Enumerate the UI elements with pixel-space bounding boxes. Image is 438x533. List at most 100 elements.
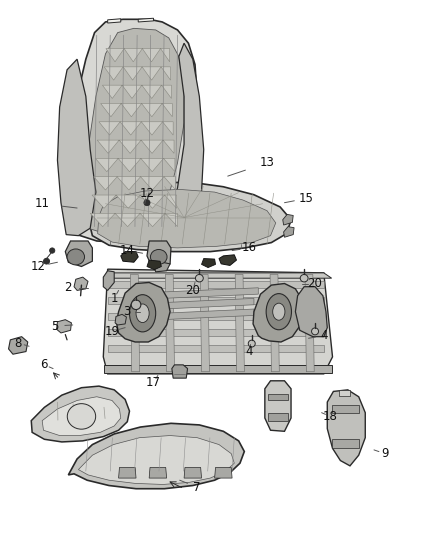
Polygon shape [108, 329, 324, 336]
Ellipse shape [248, 340, 255, 347]
Text: 11: 11 [35, 197, 49, 211]
Ellipse shape [43, 259, 49, 264]
Text: 12: 12 [139, 187, 155, 200]
Polygon shape [42, 397, 121, 435]
Text: 20: 20 [307, 277, 322, 290]
Polygon shape [57, 59, 96, 236]
Polygon shape [215, 467, 232, 478]
Polygon shape [78, 435, 234, 484]
Polygon shape [115, 314, 127, 325]
Polygon shape [101, 103, 172, 117]
Polygon shape [162, 298, 254, 309]
Polygon shape [66, 19, 197, 243]
Polygon shape [65, 241, 92, 266]
Polygon shape [103, 271, 114, 290]
Polygon shape [92, 195, 177, 208]
Polygon shape [119, 467, 136, 478]
Polygon shape [184, 467, 201, 478]
Ellipse shape [150, 249, 167, 264]
Text: 9: 9 [381, 447, 389, 460]
Text: 13: 13 [260, 156, 275, 169]
Text: 17: 17 [146, 376, 161, 389]
Text: 8: 8 [14, 336, 22, 350]
Polygon shape [165, 274, 174, 372]
Polygon shape [153, 262, 170, 272]
Polygon shape [253, 284, 304, 342]
Polygon shape [284, 227, 294, 237]
Text: 12: 12 [30, 260, 45, 273]
Text: 15: 15 [299, 192, 314, 205]
Polygon shape [108, 313, 324, 320]
Polygon shape [265, 381, 291, 431]
Polygon shape [68, 423, 244, 489]
Polygon shape [104, 365, 332, 373]
Polygon shape [97, 140, 174, 154]
Polygon shape [102, 85, 171, 99]
Polygon shape [95, 158, 175, 172]
Ellipse shape [195, 274, 203, 282]
Polygon shape [108, 345, 324, 352]
Polygon shape [201, 259, 215, 268]
Ellipse shape [67, 249, 85, 265]
Ellipse shape [144, 200, 150, 206]
Text: 2: 2 [65, 281, 72, 294]
Text: 7: 7 [194, 481, 201, 494]
Polygon shape [149, 467, 166, 478]
Polygon shape [268, 394, 288, 400]
Polygon shape [295, 287, 327, 337]
Polygon shape [162, 288, 258, 298]
Polygon shape [138, 18, 153, 22]
Polygon shape [98, 189, 276, 248]
Polygon shape [74, 277, 88, 290]
Polygon shape [332, 405, 359, 413]
Polygon shape [108, 297, 324, 304]
Polygon shape [106, 49, 170, 62]
Polygon shape [121, 252, 138, 262]
Polygon shape [200, 274, 209, 372]
Text: 14: 14 [120, 244, 135, 257]
Polygon shape [88, 182, 291, 252]
Text: 6: 6 [41, 358, 48, 372]
Ellipse shape [266, 294, 291, 330]
Ellipse shape [67, 403, 95, 429]
Text: 18: 18 [323, 410, 338, 423]
Text: 3: 3 [124, 305, 131, 318]
Polygon shape [162, 309, 254, 320]
Text: 1: 1 [110, 292, 118, 305]
Polygon shape [103, 269, 332, 374]
Polygon shape [99, 122, 173, 135]
Polygon shape [305, 274, 314, 372]
Ellipse shape [300, 274, 308, 282]
Polygon shape [235, 274, 244, 372]
Text: 20: 20 [185, 284, 200, 297]
Polygon shape [104, 67, 170, 80]
Polygon shape [85, 28, 184, 236]
Text: 4: 4 [320, 329, 328, 342]
Ellipse shape [130, 295, 155, 332]
Polygon shape [268, 413, 288, 421]
Polygon shape [117, 282, 170, 342]
Polygon shape [283, 214, 293, 225]
Polygon shape [90, 213, 177, 227]
Polygon shape [172, 365, 187, 378]
Text: 5: 5 [52, 320, 59, 333]
Polygon shape [147, 241, 171, 268]
Polygon shape [147, 260, 161, 270]
Polygon shape [57, 320, 71, 333]
Polygon shape [332, 439, 359, 448]
Polygon shape [9, 337, 28, 354]
Polygon shape [327, 390, 365, 466]
Polygon shape [219, 255, 237, 265]
Polygon shape [131, 274, 140, 372]
Polygon shape [94, 177, 176, 190]
Polygon shape [31, 386, 130, 442]
Text: 16: 16 [242, 241, 257, 254]
Polygon shape [108, 281, 324, 288]
Ellipse shape [131, 300, 141, 310]
Polygon shape [270, 274, 279, 372]
Ellipse shape [273, 303, 285, 320]
Ellipse shape [311, 328, 318, 335]
Polygon shape [108, 273, 332, 278]
Text: 4: 4 [246, 345, 253, 358]
Ellipse shape [136, 304, 149, 322]
